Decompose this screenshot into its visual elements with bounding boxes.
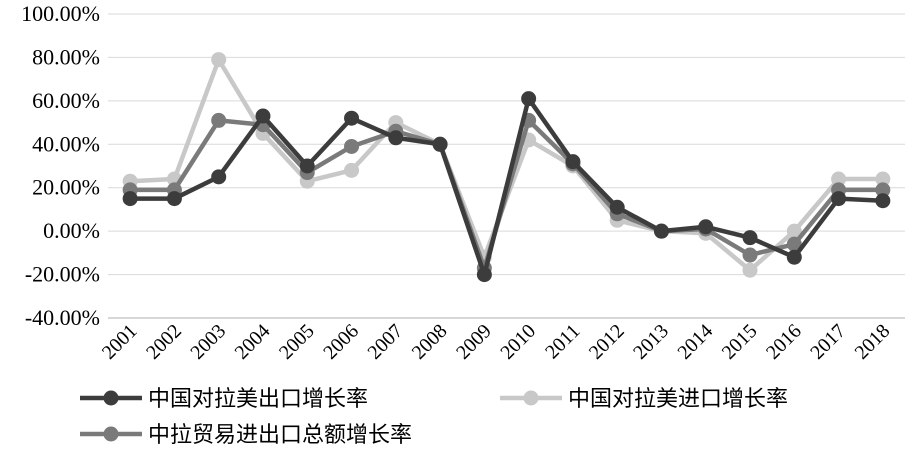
data-point [344, 110, 360, 126]
legend-item-2: 中国对拉美进口增长率 [500, 386, 788, 411]
data-point [344, 162, 360, 178]
y-tick-label: 0.00% [43, 218, 100, 243]
x-tick-label: 2013 [629, 320, 673, 364]
data-point [831, 171, 847, 187]
data-point [875, 193, 891, 209]
data-point [122, 191, 138, 207]
legend-label: 中国对拉美进口增长率 [568, 386, 788, 411]
x-tick-label: 2008 [408, 320, 452, 364]
data-point [432, 136, 448, 152]
series-1 [122, 91, 891, 283]
x-tick-label: 2009 [452, 320, 496, 364]
data-point [211, 112, 227, 128]
data-point [831, 191, 847, 207]
y-tick-label: -40.00% [25, 305, 100, 330]
data-point [565, 154, 581, 170]
legend-item-3: 中拉贸易进出口总额增长率 [80, 422, 412, 447]
x-tick-label: 2007 [364, 320, 408, 364]
data-point [255, 108, 271, 124]
data-point [786, 249, 802, 265]
data-point [299, 158, 315, 174]
legend-marker [103, 426, 119, 442]
data-point [875, 182, 891, 198]
series-line [130, 96, 883, 277]
data-point [742, 262, 758, 278]
data-point [211, 52, 227, 68]
data-point [609, 199, 625, 215]
data-point [476, 267, 492, 283]
legend-label: 中国对拉美出口增长率 [148, 386, 368, 411]
y-axis-ticks: 100.00% 80.00% 60.00% 40.00% 20.00% 0.00% -20.… [21, 1, 100, 330]
x-tick-label: 2012 [585, 320, 629, 364]
legend-label: 中拉贸易进出口总额增长率 [148, 422, 412, 447]
x-tick-label: 2014 [673, 320, 717, 364]
legend-marker [103, 390, 119, 406]
data-point [344, 138, 360, 154]
data-point [166, 191, 182, 207]
x-tick-label: 2018 [851, 320, 895, 364]
y-tick-label: 100.00% [21, 1, 100, 26]
x-tick-label: 2017 [806, 320, 850, 364]
y-tick-label: -20.00% [25, 262, 100, 287]
x-axis-ticks: 2001 2002 2003 2004 2005 2006 2007 2008 2009 2010… [98, 320, 895, 364]
data-point [742, 230, 758, 246]
data-point [786, 223, 802, 239]
data-point [388, 130, 404, 146]
x-tick-label: 2002 [142, 320, 186, 364]
x-tick-label: 2003 [186, 320, 230, 364]
series-group [122, 52, 891, 283]
y-tick-label: 60.00% [32, 88, 100, 113]
x-tick-label: 2010 [496, 320, 540, 364]
series-line [130, 57, 883, 273]
data-point [521, 91, 537, 107]
y-tick-label: 80.00% [32, 44, 100, 69]
data-point [698, 219, 714, 235]
x-tick-label: 2001 [98, 320, 142, 364]
data-point [653, 223, 669, 239]
x-tick-label: 2006 [319, 320, 363, 364]
data-point [211, 169, 227, 185]
x-tick-label: 2016 [762, 320, 806, 364]
x-tick-label: 2005 [275, 320, 319, 364]
y-tick-label: 20.00% [32, 175, 100, 200]
data-point [742, 247, 758, 263]
x-tick-label: 2011 [541, 320, 584, 363]
data-point [875, 171, 891, 187]
x-tick-label: 2015 [718, 320, 762, 364]
data-point [786, 236, 802, 252]
legend-marker [523, 390, 539, 406]
x-tick-label: 2004 [231, 320, 275, 364]
legend-item-1: 中国对拉美出口增长率 [80, 386, 368, 411]
y-tick-label: 40.00% [32, 131, 100, 156]
series-2 [122, 52, 891, 278]
